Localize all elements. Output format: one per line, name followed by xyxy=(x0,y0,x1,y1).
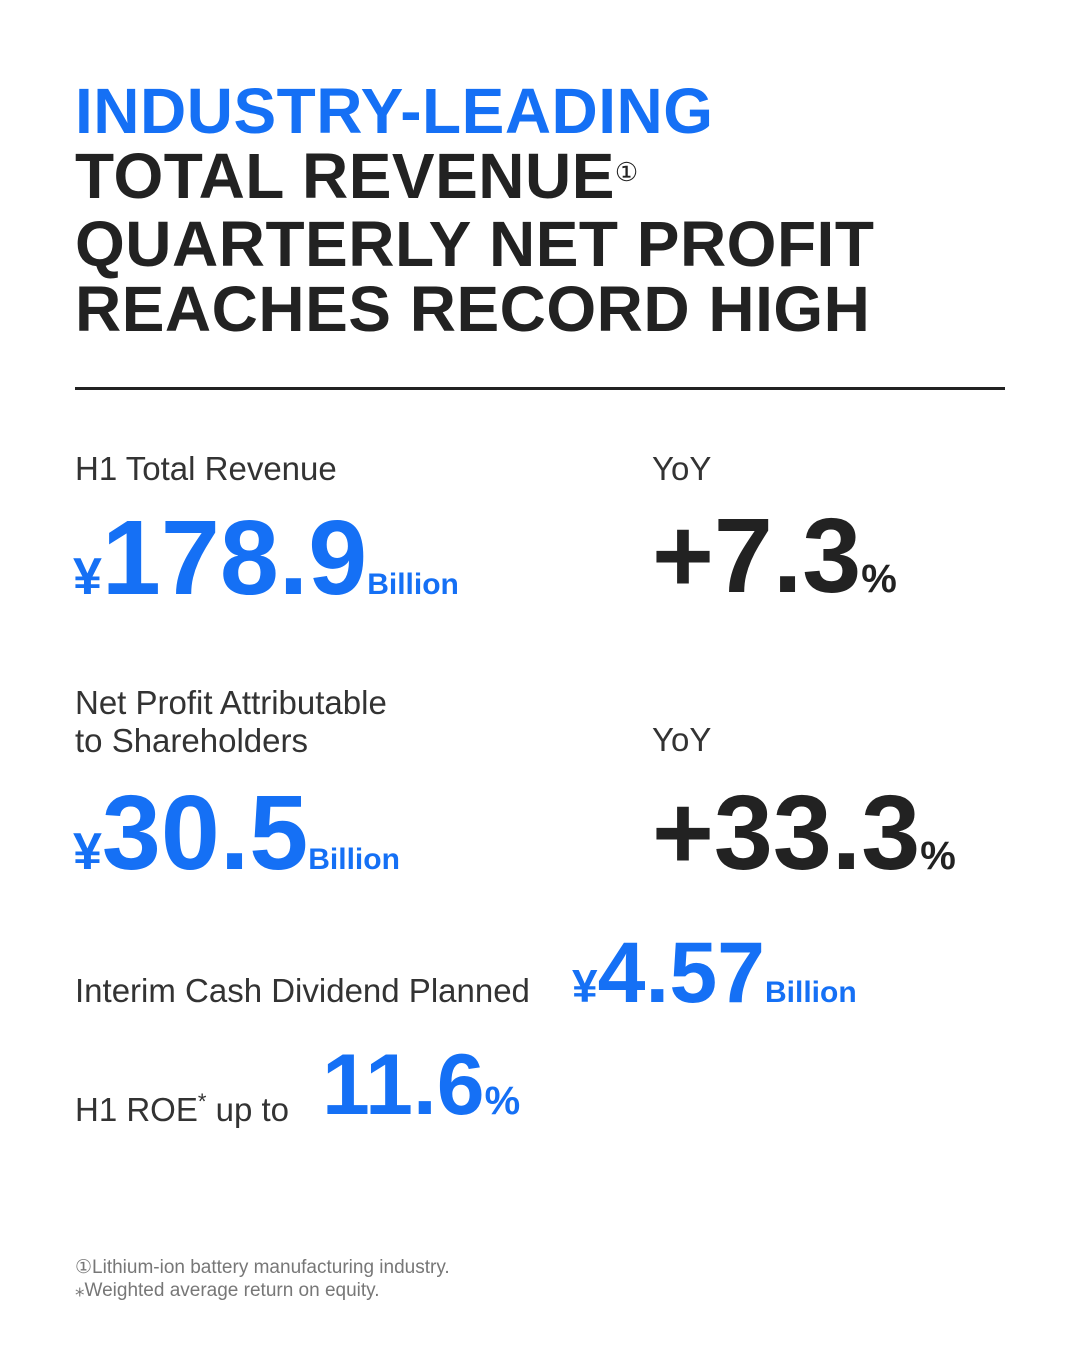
roe-label: H1 ROE* up to xyxy=(75,1083,289,1129)
revenue-yoy: +7.3% xyxy=(652,503,897,609)
currency-symbol: ¥ xyxy=(73,823,102,881)
roe-number: 11.6 xyxy=(322,1037,485,1133)
net-profit-yoy-unit: % xyxy=(920,834,956,878)
roe-value: 11.6% xyxy=(322,1042,520,1128)
net-profit-value: ¥30.5Billion xyxy=(73,780,400,886)
roe-label-suffix: up to xyxy=(215,1091,290,1128)
footnote-2: ⁎Weighted average return on equity. xyxy=(75,1280,380,1301)
currency-symbol: ¥ xyxy=(572,960,598,1012)
revenue-yoy-label: YoY xyxy=(652,450,712,487)
footnotes: ①Lithium-ion battery manufacturing indus… xyxy=(75,1256,450,1302)
dividend-unit: Billion xyxy=(764,976,857,1009)
revenue-yoy-unit: % xyxy=(861,557,897,601)
headline-line-2-text: TOTAL REVENUE xyxy=(75,140,615,212)
headline-line-2: TOTAL REVENUE① xyxy=(75,143,639,209)
revenue-value: ¥178.9Billion xyxy=(73,505,459,611)
revenue-number: 178.9 xyxy=(101,499,368,617)
dividend-value: ¥4.57Billion xyxy=(572,930,857,1016)
net-profit-label-line-1: Net Profit Attributable xyxy=(75,684,387,721)
divider xyxy=(75,387,1005,390)
net-profit-number: 30.5 xyxy=(101,774,309,892)
net-profit-label: Net Profit Attributable to Shareholders xyxy=(75,684,387,760)
roe-unit: % xyxy=(484,1079,521,1123)
headline-line-1: INDUSTRY-LEADING xyxy=(75,75,714,147)
revenue-yoy-value: +7.3 xyxy=(652,497,862,615)
net-profit-unit: Billion xyxy=(308,843,400,876)
footnote-marker: ① xyxy=(614,157,639,187)
roe-asterisk: * xyxy=(197,1089,207,1114)
dividend-label: Interim Cash Dividend Planned xyxy=(75,972,530,1009)
revenue-label: H1 Total Revenue xyxy=(75,450,337,487)
net-profit-yoy-value: +33.3 xyxy=(652,774,921,892)
headline-line-3: QUARTERLY NET PROFIT xyxy=(75,208,875,280)
footnote-1: ①Lithium-ion battery manufacturing indus… xyxy=(75,1257,450,1278)
net-profit-yoy: +33.3% xyxy=(652,780,956,886)
revenue-unit: Billion xyxy=(367,568,459,601)
net-profit-label-line-2: to Shareholders xyxy=(75,722,308,759)
headline-line-4: REACHES RECORD HIGH xyxy=(75,273,871,345)
dividend-number: 4.57 xyxy=(597,925,765,1021)
currency-symbol: ¥ xyxy=(73,548,102,606)
net-profit-yoy-label: YoY xyxy=(652,721,712,758)
roe-label-prefix: H1 ROE xyxy=(75,1091,198,1128)
